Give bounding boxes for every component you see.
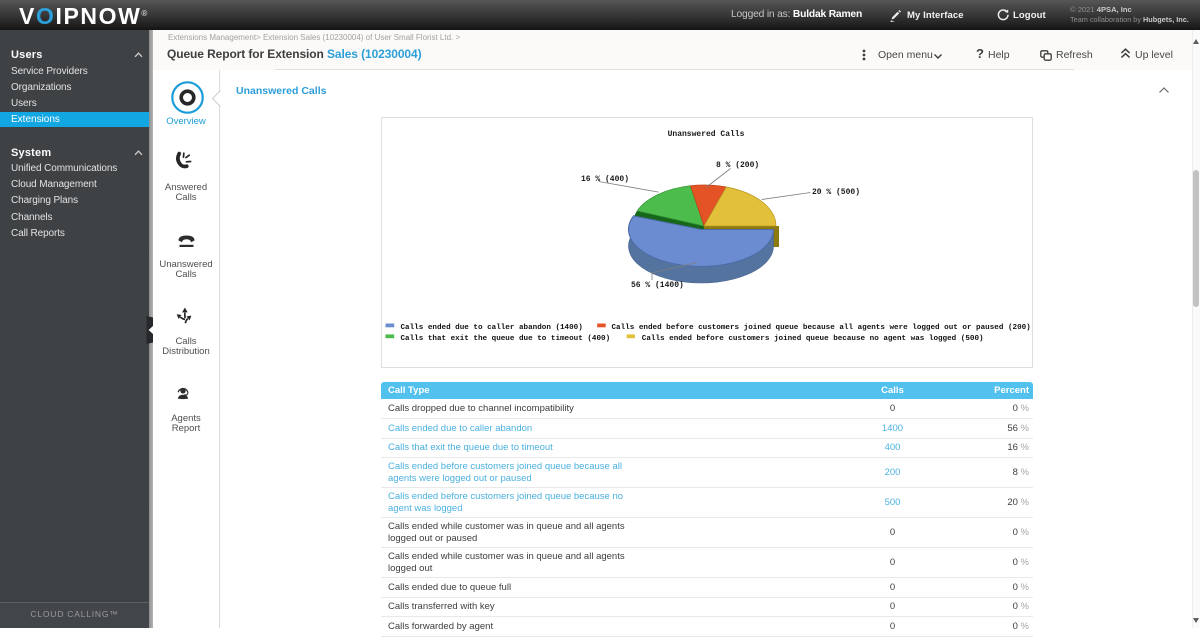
svg-text:56 % (1400): 56 % (1400) — [631, 281, 684, 290]
svg-text:Calls that exit the queue due: Calls that exit the queue due to timeout… — [401, 335, 611, 343]
svg-text:16 % (400): 16 % (400) — [581, 175, 629, 184]
svg-text:Calls ended due to caller aban: Calls ended due to caller abandon (1400) — [401, 324, 583, 332]
svg-text:Calls ended before customers j: Calls ended before customers joined queu… — [612, 324, 1031, 332]
svg-text:Unanswered Calls: Unanswered Calls — [668, 130, 745, 139]
svg-text:Calls ended before customers j: Calls ended before customers joined queu… — [642, 335, 984, 343]
svg-text:8 % (200): 8 % (200) — [716, 161, 759, 170]
svg-text:20 % (500): 20 % (500) — [812, 188, 860, 197]
